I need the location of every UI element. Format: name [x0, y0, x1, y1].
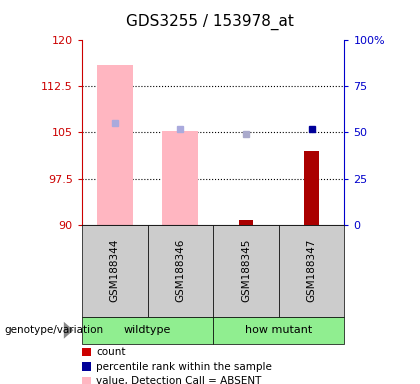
- Text: value, Detection Call = ABSENT: value, Detection Call = ABSENT: [96, 376, 262, 384]
- Text: how mutant: how mutant: [245, 325, 312, 335]
- Text: count: count: [96, 347, 126, 357]
- Bar: [97, 65, 133, 225]
- Text: GSM188344: GSM188344: [110, 239, 120, 303]
- Bar: [239, 220, 253, 225]
- Text: GSM188345: GSM188345: [241, 239, 251, 303]
- Text: GSM188346: GSM188346: [175, 239, 185, 303]
- Text: percentile rank within the sample: percentile rank within the sample: [96, 362, 272, 372]
- Text: wildtype: wildtype: [124, 325, 171, 335]
- Text: genotype/variation: genotype/variation: [4, 325, 103, 335]
- Bar: [304, 151, 319, 225]
- Bar: [162, 131, 198, 225]
- Text: GDS3255 / 153978_at: GDS3255 / 153978_at: [126, 13, 294, 30]
- Text: GSM188347: GSM188347: [307, 239, 317, 303]
